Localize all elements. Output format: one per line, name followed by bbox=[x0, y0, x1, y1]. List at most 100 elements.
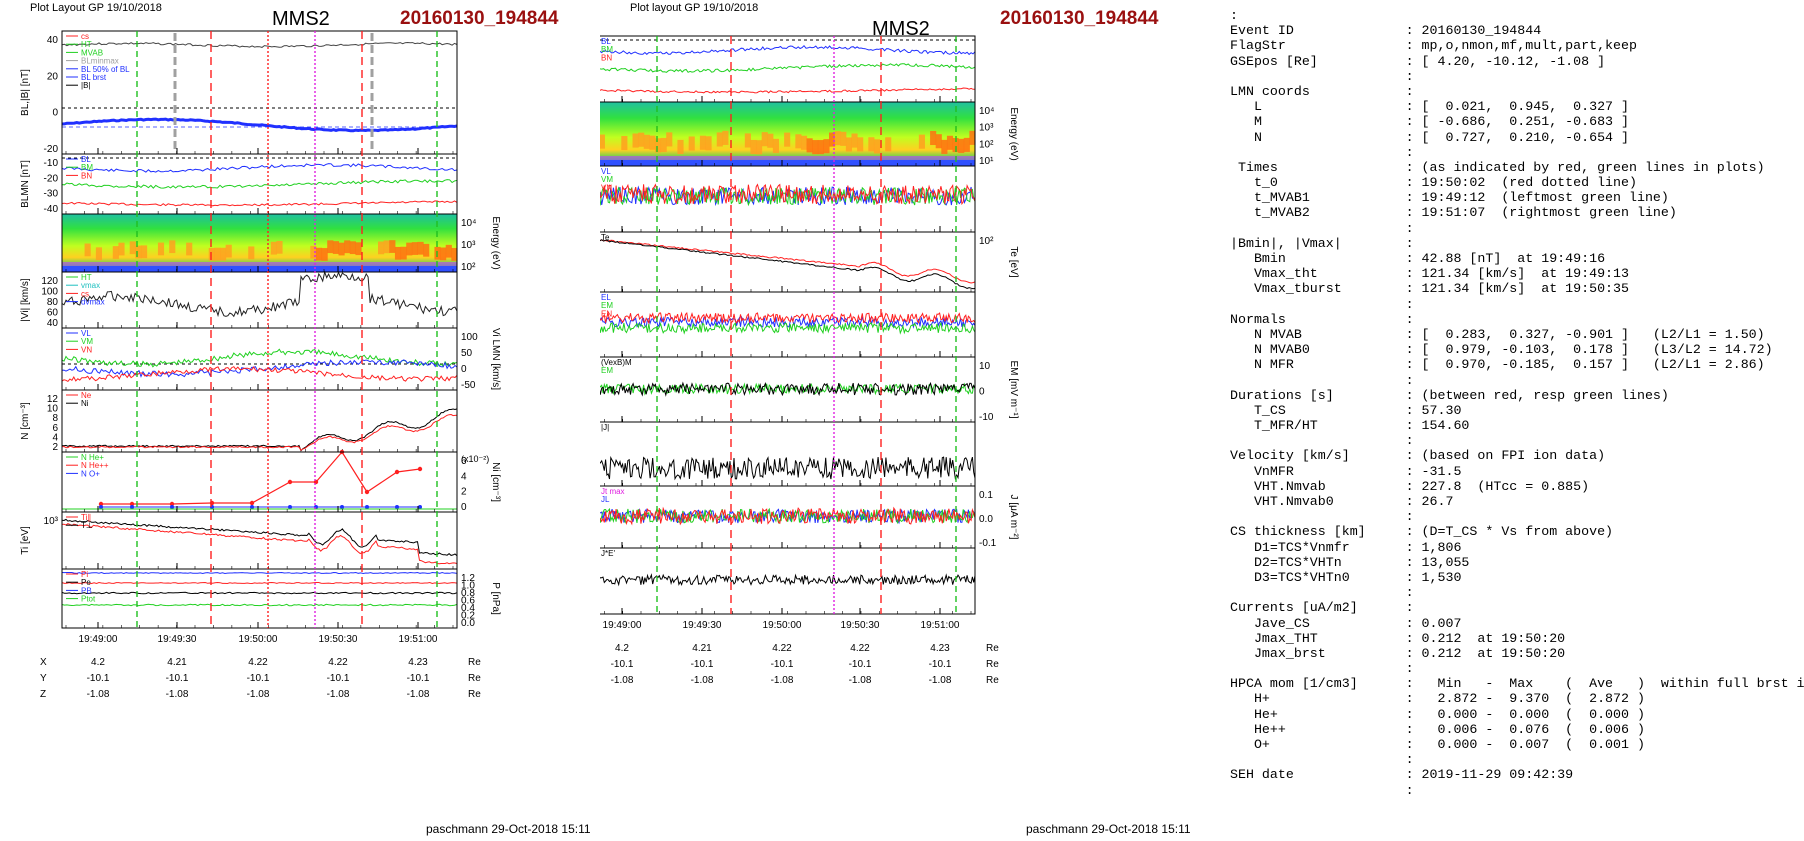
spectrogram-cell bbox=[112, 246, 119, 259]
oplus-point bbox=[170, 505, 174, 509]
info-key: SEH date bbox=[1230, 767, 1406, 783]
legend-label: dvmax bbox=[81, 298, 105, 307]
info-key: LMN coords bbox=[1230, 83, 1406, 99]
info-value: : bbox=[1405, 296, 1414, 312]
y-axis-label: Ni [cm⁻³] bbox=[490, 462, 501, 502]
legend-label: MVAB bbox=[81, 48, 103, 57]
info-value: : 2019-11-29 09:42:39 bbox=[1405, 767, 1574, 783]
info-key: Velocity [km/s] bbox=[1230, 448, 1406, 464]
legend-label: VN bbox=[601, 183, 612, 192]
info-value: : bbox=[1405, 311, 1414, 327]
spectrogram-cell bbox=[129, 241, 136, 255]
info-value: : 1,806 bbox=[1405, 539, 1462, 555]
spectrogram-cell bbox=[654, 138, 662, 153]
legend-label: BLminmax bbox=[81, 57, 119, 66]
bl-brst-line bbox=[61, 117, 458, 133]
legend-label: BN bbox=[81, 171, 92, 180]
y-tick-label: -0.1 bbox=[979, 538, 997, 549]
info-value: : [ 0.021, 0.945, 0.327 ] bbox=[1405, 99, 1629, 115]
spectrogram-cell bbox=[705, 136, 712, 151]
y-tick-label: 60 bbox=[47, 308, 59, 319]
orbit-value: -1.08 bbox=[87, 689, 110, 700]
panel-frame bbox=[600, 291, 976, 358]
spectrogram-cell bbox=[310, 245, 317, 259]
left-event-title: 20160130_194844 bbox=[400, 8, 559, 29]
spectrogram-cell bbox=[840, 131, 847, 146]
legend-label: EM bbox=[601, 366, 613, 375]
spectrogram-cell bbox=[643, 134, 650, 149]
info-row: Event ID : 20160130_194844 bbox=[1230, 23, 1800, 38]
series-line bbox=[61, 591, 458, 595]
spectrogram-cell bbox=[84, 243, 91, 257]
info-value: : bbox=[1405, 433, 1414, 449]
info-row: Vmax_tburst : 121.34 [km/s] at 19:50:35 bbox=[1230, 281, 1800, 296]
info-row: : bbox=[1230, 509, 1800, 524]
spectrogram-cell bbox=[338, 242, 345, 256]
orbit-value: -1.08 bbox=[407, 689, 430, 700]
panel: 6 4 2 0 Ni [cm⁻³](x10⁻²) N He+N He++N O+ bbox=[61, 449, 501, 513]
series-line bbox=[600, 506, 976, 526]
y-tick-label: -10 bbox=[979, 412, 994, 423]
y-tick-label: 6 bbox=[461, 456, 467, 467]
spectrogram-cell bbox=[225, 244, 232, 258]
legend-label: cs bbox=[81, 32, 89, 41]
spectrogram-cell bbox=[169, 240, 176, 254]
spectrogram-cell bbox=[918, 134, 925, 149]
info-row: t_MVAB1 : 19:49:12 (leftmost green line) bbox=[1230, 190, 1800, 205]
info-key: N MVAB0 bbox=[1230, 342, 1406, 358]
spectrogram-cell bbox=[800, 135, 808, 150]
info-value: : bbox=[1405, 782, 1414, 798]
y-tick-label: 12 bbox=[47, 394, 59, 405]
info-key: Jmax_THT bbox=[1230, 630, 1406, 646]
y-tick-label: 40 bbox=[47, 35, 59, 46]
y-axis-label: BL,|B| [nT] bbox=[20, 69, 31, 116]
info-key: D2=TCS*VHTn bbox=[1230, 554, 1406, 570]
info-key: D3=TCS*VHTn0 bbox=[1230, 569, 1406, 585]
info-value: : [ 0.727, 0.210, -0.654 ] bbox=[1405, 129, 1629, 145]
info-row: Jave_CS : 0.007 bbox=[1230, 616, 1800, 631]
y-axis-label: Vi LMN [km/s] bbox=[490, 328, 501, 390]
spectrogram-cell bbox=[400, 246, 407, 260]
series-line bbox=[61, 408, 458, 452]
info-row: He+ : 0.000 - 0.000 ( 0.000 ) bbox=[1230, 707, 1800, 722]
orbit-unit: Re bbox=[986, 643, 999, 654]
series-line bbox=[61, 518, 458, 557]
panel: 10⁴ 10³ 10² 10¹ Energy (eV) bbox=[600, 101, 1019, 167]
info-value: : 13,055 bbox=[1405, 554, 1470, 570]
legend-label: Jt max bbox=[601, 487, 625, 496]
spectrogram-cell bbox=[327, 240, 334, 254]
spectrogram-cell bbox=[270, 241, 277, 255]
info-row: HPCA mom [1/cm3] : Min - Max ( Ave ) wit… bbox=[1230, 676, 1804, 692]
spectrogram-cell bbox=[823, 139, 830, 154]
panel-frame bbox=[61, 568, 458, 629]
orbit-value: 4.23 bbox=[408, 657, 428, 668]
info-row: : bbox=[1230, 8, 1800, 23]
info-key: t_0 bbox=[1230, 175, 1406, 191]
spectrogram-cell bbox=[946, 135, 954, 150]
legend-label: Ptot bbox=[81, 595, 96, 604]
orbit-value: -10.1 bbox=[407, 673, 430, 684]
orbit-value: -10.1 bbox=[327, 673, 350, 684]
orbit-value: -1.08 bbox=[929, 675, 952, 686]
y-tick-label: 1.2 bbox=[461, 573, 475, 584]
legend-label: BN bbox=[601, 53, 612, 62]
panel-frame bbox=[61, 451, 458, 513]
he2-point bbox=[169, 501, 175, 507]
orbit-value: 4.22 bbox=[248, 657, 268, 668]
panel: 0.20.0-0.2J*E' [nW m⁻³]J*E' bbox=[600, 547, 976, 615]
info-row: L : [ 0.021, 0.945, 0.327 ] bbox=[1230, 99, 1800, 114]
info-row: : bbox=[1230, 661, 1800, 676]
info-key: Event ID bbox=[1230, 23, 1406, 39]
legend-label: VL bbox=[81, 329, 91, 338]
spectrogram-cell bbox=[220, 247, 227, 261]
orbit-value: -1.08 bbox=[771, 675, 794, 686]
info-row: LMN coords : bbox=[1230, 84, 1800, 99]
info-key: HPCA mom [1/cm3] bbox=[1230, 676, 1406, 692]
info-value: : 20160130_194844 bbox=[1405, 23, 1542, 39]
spectrogram-cell bbox=[214, 247, 221, 261]
y-tick-label: 10² bbox=[461, 262, 476, 273]
info-key: He++ bbox=[1230, 721, 1406, 737]
info-value: : 121.34 [km/s] at 19:50:35 bbox=[1405, 281, 1629, 297]
spectrogram-cell bbox=[118, 242, 125, 256]
orbit-value: 4.21 bbox=[692, 643, 712, 654]
